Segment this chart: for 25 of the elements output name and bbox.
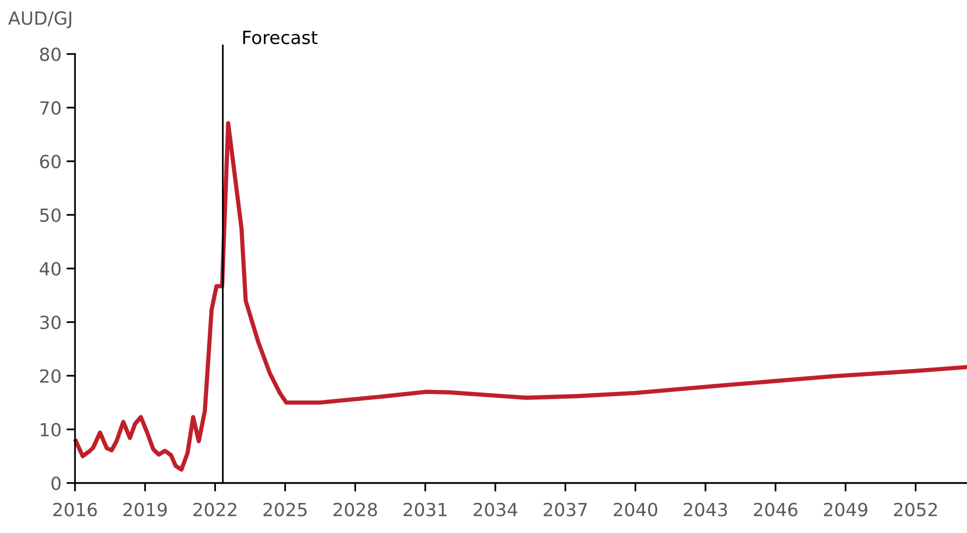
- x-tick-label: 2046: [754, 502, 798, 516]
- y-tick-label: 0: [52, 476, 61, 490]
- ref-line-label: Forecast: [243, 30, 318, 44]
- y-axis-title: AUD/GJ: [8, 11, 72, 28]
- x-tick-label: 2028: [334, 502, 377, 516]
- x-tick-label: 2049: [824, 502, 868, 516]
- y-tick-label: 10: [40, 422, 61, 436]
- x-tick-label: 2040: [614, 502, 658, 516]
- x-tick-label: 2037: [544, 502, 587, 516]
- x-tick-label: 2031: [404, 502, 447, 516]
- y-tick-label: 20: [40, 369, 61, 383]
- line-series: [74, 121, 967, 472]
- y-tick-label: 40: [40, 262, 61, 276]
- x-tick-label: 2043: [684, 502, 727, 516]
- x-tick-label: 2034: [474, 502, 518, 516]
- x-tick-label: 2016: [53, 502, 97, 516]
- x-tick-label: 2025: [264, 502, 307, 516]
- y-tick-label: 70: [40, 101, 61, 115]
- x-tick-label: 2052: [894, 502, 937, 516]
- x-tick-label: 2022: [193, 502, 236, 516]
- y-tick-label: 30: [40, 316, 61, 330]
- y-tick-label: 50: [40, 208, 61, 222]
- y-tick-label: 80: [40, 47, 61, 62]
- x-tick-label: 2019: [123, 502, 167, 516]
- y-tick-label: 60: [40, 154, 61, 168]
